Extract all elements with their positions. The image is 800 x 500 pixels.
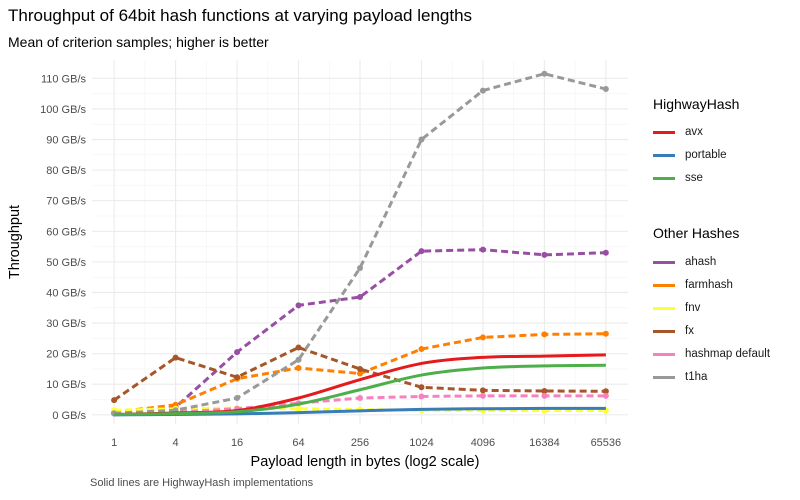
data-point-t1ha <box>479 87 486 94</box>
data-point-ahash <box>234 349 241 356</box>
legend-item: fx <box>653 323 793 339</box>
data-point-ahash <box>418 248 425 255</box>
y-tick-label: 60 GB/s <box>46 226 86 238</box>
x-tick-label: 64 <box>292 437 304 449</box>
data-point-t1ha <box>541 70 548 77</box>
data-point-farmhash <box>295 365 302 372</box>
legend-swatch <box>653 131 675 134</box>
y-tick-label: 70 GB/s <box>46 196 86 208</box>
data-point-ahash <box>541 251 548 258</box>
data-point-ahash <box>295 302 302 309</box>
series-line-farmhash <box>113 332 606 414</box>
chart-caption: Solid lines are HighwayHash implementati… <box>90 477 314 489</box>
chart-title: Throughput of 64bit hash functions at va… <box>8 6 473 25</box>
data-point-farmhash <box>602 330 609 337</box>
y-tick-label: 110 GB/s <box>41 73 87 85</box>
legend-swatch <box>653 177 675 180</box>
data-point-t1ha <box>602 86 609 93</box>
y-tick-label: 30 GB/s <box>46 318 86 330</box>
x-tick-label: 256 <box>351 437 369 449</box>
data-point-fx <box>295 344 302 351</box>
legend-label: farmhash <box>685 279 733 291</box>
data-point-fx <box>479 387 486 394</box>
series-line-ahash <box>113 248 606 415</box>
legend-item: sse <box>653 170 793 186</box>
y-tick-label: 0 GB/s <box>52 410 86 422</box>
legend-item: fnv <box>653 300 793 316</box>
y-tick-label: 100 GB/s <box>40 104 86 116</box>
y-tick-label: 90 GB/s <box>46 135 86 147</box>
data-point-farmhash <box>541 331 548 338</box>
x-tick-label: 16 <box>231 437 243 449</box>
data-point-hashmap-default <box>541 392 548 399</box>
legend-label: fx <box>685 325 694 337</box>
legend-swatch <box>653 330 675 333</box>
x-axis-title: Payload length in bytes (log2 scale) <box>251 454 480 470</box>
legend-label: ahash <box>685 256 717 268</box>
legend-label: t1ha <box>685 371 708 383</box>
series-line-t1ha <box>114 72 607 415</box>
data-point-hashmap-default <box>602 392 609 399</box>
legend-group-title: Other Hashes <box>653 225 740 241</box>
legend-label: sse <box>685 172 703 184</box>
x-tick-label: 4096 <box>471 437 495 449</box>
data-point-fx <box>357 365 363 372</box>
legend-item: portable <box>653 147 793 163</box>
y-tick-label: 10 GB/s <box>46 379 86 391</box>
y-axis-title: Throughput <box>7 205 23 279</box>
data-point-t1ha <box>295 356 302 363</box>
legend-group-title: HighwayHash <box>653 96 740 112</box>
data-point-ahash <box>479 246 486 253</box>
data-point-ahash <box>602 249 609 256</box>
data-point-fnv <box>295 405 302 412</box>
x-tick-label: 4 <box>173 437 179 449</box>
data-point-fx <box>602 388 609 395</box>
legend-swatch <box>653 154 675 157</box>
data-point-fx <box>111 397 118 404</box>
x-tick-label: 1024 <box>409 437 433 449</box>
legend-swatch <box>653 307 675 310</box>
data-point-farmhash <box>418 346 425 353</box>
data-point-hashmap-default <box>357 395 363 401</box>
series-line-sse <box>114 363 606 417</box>
y-tick-label: 40 GB/s <box>46 287 86 299</box>
legend-label: portable <box>685 149 727 161</box>
legend-swatch <box>653 284 675 287</box>
legend-swatch <box>653 261 675 264</box>
legend-label: fnv <box>685 302 701 314</box>
x-tick-label: 1 <box>111 437 117 449</box>
legend-item: ahash <box>653 254 793 270</box>
data-point-fx <box>418 384 425 391</box>
legend-swatch <box>653 376 675 379</box>
data-point-t1ha <box>357 265 363 271</box>
legend-item: farmhash <box>653 277 793 293</box>
y-tick-label: 20 GB/s <box>46 349 86 361</box>
data-point-hashmap-default <box>418 393 425 400</box>
data-point-t1ha <box>234 395 241 401</box>
y-tick-label: 50 GB/s <box>46 257 86 269</box>
data-point-farmhash <box>479 334 486 341</box>
x-tick-label: 16384 <box>529 437 560 449</box>
data-point-ahash <box>357 294 363 301</box>
chart-subtitle: Mean of criterion samples; higher is bet… <box>8 34 269 50</box>
legend-swatch <box>653 353 675 356</box>
data-point-fx <box>234 374 241 381</box>
legend-item: t1ha <box>653 369 793 385</box>
y-tick-label: 80 GB/s <box>46 165 86 177</box>
data-point-fx <box>541 387 548 394</box>
x-tick-label: 65536 <box>591 437 622 449</box>
data-point-farmhash <box>357 370 363 377</box>
data-point-hashmap-default <box>479 392 486 399</box>
legend-label: avx <box>685 126 703 138</box>
data-point-fx <box>172 354 179 361</box>
legend-label: hashmap default <box>685 348 771 360</box>
legend-item: avx <box>653 124 793 140</box>
legend-item: hashmap default <box>653 346 793 362</box>
data-point-t1ha <box>418 136 425 143</box>
